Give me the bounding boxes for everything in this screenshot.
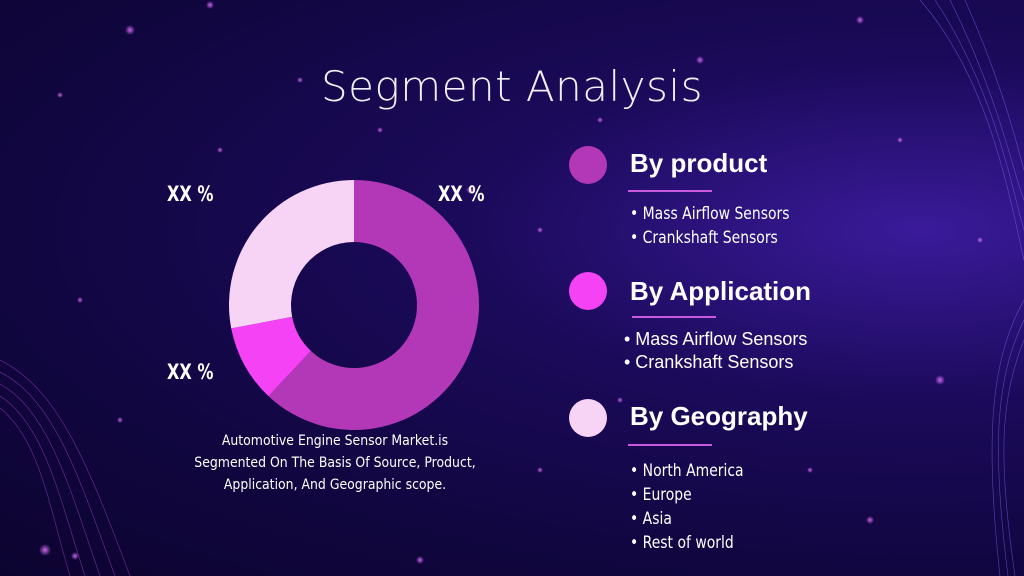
list-item: • Mass Airflow Sensors bbox=[624, 329, 808, 349]
slide-title: Segment Analysis bbox=[321, 62, 703, 111]
by-application-heading: By Application bbox=[630, 276, 812, 306]
application-list: • Mass Airflow Sensors • Crankshaft Sens… bbox=[624, 328, 807, 374]
product-underline bbox=[628, 190, 712, 192]
percentage-label-3: XX % bbox=[167, 182, 214, 206]
geography-bullet-icon bbox=[569, 399, 607, 437]
by-product-heading: By product bbox=[630, 148, 768, 178]
chart-caption: Automotive Engine Sensor Market.is Segme… bbox=[194, 433, 476, 493]
list-item: • Europe bbox=[630, 485, 692, 505]
application-bullet-icon bbox=[569, 272, 607, 310]
percentage-label-2: XX % bbox=[167, 360, 214, 384]
donut-slice-1 bbox=[268, 180, 479, 430]
by-geography-heading: By Geography bbox=[630, 401, 808, 431]
list-item: • North America bbox=[630, 461, 744, 481]
percentage-label-1: XX % bbox=[438, 182, 485, 206]
product-bullet-icon bbox=[569, 146, 607, 184]
donut-slice-2 bbox=[231, 316, 311, 397]
list-item: • Asia bbox=[630, 509, 672, 529]
list-item: • Mass Airflow Sensors bbox=[630, 204, 790, 224]
geography-underline bbox=[628, 444, 712, 446]
donut-slice-3 bbox=[229, 180, 354, 329]
list-item: • Crankshaft Sensors bbox=[630, 228, 778, 248]
application-underline bbox=[632, 316, 716, 318]
geography-list: • North America • Europe • Asia • Rest o… bbox=[630, 459, 744, 555]
product-list: • Mass Airflow Sensors • Crankshaft Sens… bbox=[630, 202, 790, 250]
list-item: • Rest of world bbox=[630, 533, 734, 553]
list-item: • Crankshaft Sensors bbox=[624, 352, 794, 372]
